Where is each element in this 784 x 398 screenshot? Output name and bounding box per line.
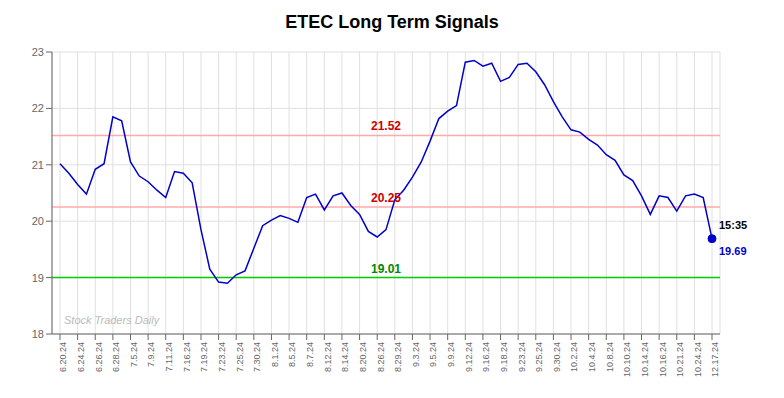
svg-text:22: 22: [32, 102, 44, 114]
svg-text:7.5.24: 7.5.24: [129, 342, 139, 367]
svg-text:9.30.24: 9.30.24: [552, 342, 562, 372]
svg-text:15:35: 15:35: [719, 219, 747, 231]
svg-text:7.19.24: 7.19.24: [199, 342, 209, 372]
svg-text:6.26.24: 6.26.24: [94, 342, 104, 372]
svg-text:19.69: 19.69: [719, 245, 747, 257]
svg-text:9.18.24: 9.18.24: [499, 342, 509, 372]
svg-text:6.28.24: 6.28.24: [111, 342, 121, 372]
svg-text:9.23.24: 9.23.24: [517, 342, 527, 372]
svg-text:10.24.24: 10.24.24: [693, 342, 703, 377]
svg-text:8.5.24: 8.5.24: [287, 342, 297, 367]
svg-text:19.01: 19.01: [371, 262, 401, 276]
svg-text:12.17.24: 12.17.24: [710, 342, 720, 377]
html-text:ETEC Long Term Signals: ETEC Long Term Signals: [285, 12, 499, 32]
svg-text:7.23.24: 7.23.24: [217, 342, 227, 372]
svg-text:10.10.24: 10.10.24: [622, 342, 632, 377]
svg-text:10.8.24: 10.8.24: [605, 342, 615, 372]
svg-text:20: 20: [32, 215, 44, 227]
svg-text:10.16.24: 10.16.24: [658, 342, 668, 377]
svg-text:18: 18: [32, 328, 44, 340]
svg-text:8.26.24: 8.26.24: [376, 342, 386, 372]
svg-text:9.5.24: 9.5.24: [428, 342, 438, 367]
svg-text:10.14.24: 10.14.24: [640, 342, 650, 377]
svg-text:9.25.24: 9.25.24: [534, 342, 544, 372]
html-text:Stock Traders Daily: Stock Traders Daily: [64, 314, 160, 326]
svg-text:8.12.24: 8.12.24: [323, 342, 333, 372]
svg-text:8.29.24: 8.29.24: [393, 342, 403, 372]
svg-text:7.9.24: 7.9.24: [146, 342, 156, 367]
svg-text:9.12.24: 9.12.24: [464, 342, 474, 372]
svg-text:10.2.24: 10.2.24: [569, 342, 579, 372]
svg-text:19: 19: [32, 272, 44, 284]
svg-text:8.14.24: 8.14.24: [340, 342, 350, 372]
svg-text:6.20.24: 6.20.24: [58, 342, 68, 372]
svg-text:10.4.24: 10.4.24: [587, 342, 597, 372]
svg-text:8.20.24: 8.20.24: [358, 342, 368, 372]
svg-text:20.25: 20.25: [371, 191, 401, 205]
svg-text:9.3.24: 9.3.24: [411, 342, 421, 367]
svg-text:7.11.24: 7.11.24: [164, 342, 174, 371]
svg-text:9.16.24: 9.16.24: [481, 342, 491, 372]
svg-text:6.24.24: 6.24.24: [76, 342, 86, 372]
svg-text:23: 23: [32, 46, 44, 58]
svg-text:8.7.24: 8.7.24: [305, 342, 315, 367]
svg-text:8.1.24: 8.1.24: [270, 342, 280, 367]
svg-text:21: 21: [32, 159, 44, 171]
svg-text:9.9.24: 9.9.24: [446, 342, 456, 367]
svg-text:7.30.24: 7.30.24: [252, 342, 262, 372]
svg-text:7.16.24: 7.16.24: [182, 342, 192, 372]
svg-text:21.52: 21.52: [371, 119, 401, 133]
svg-text:7.25.24: 7.25.24: [235, 342, 245, 372]
svg-text:10.21.24: 10.21.24: [675, 342, 685, 377]
